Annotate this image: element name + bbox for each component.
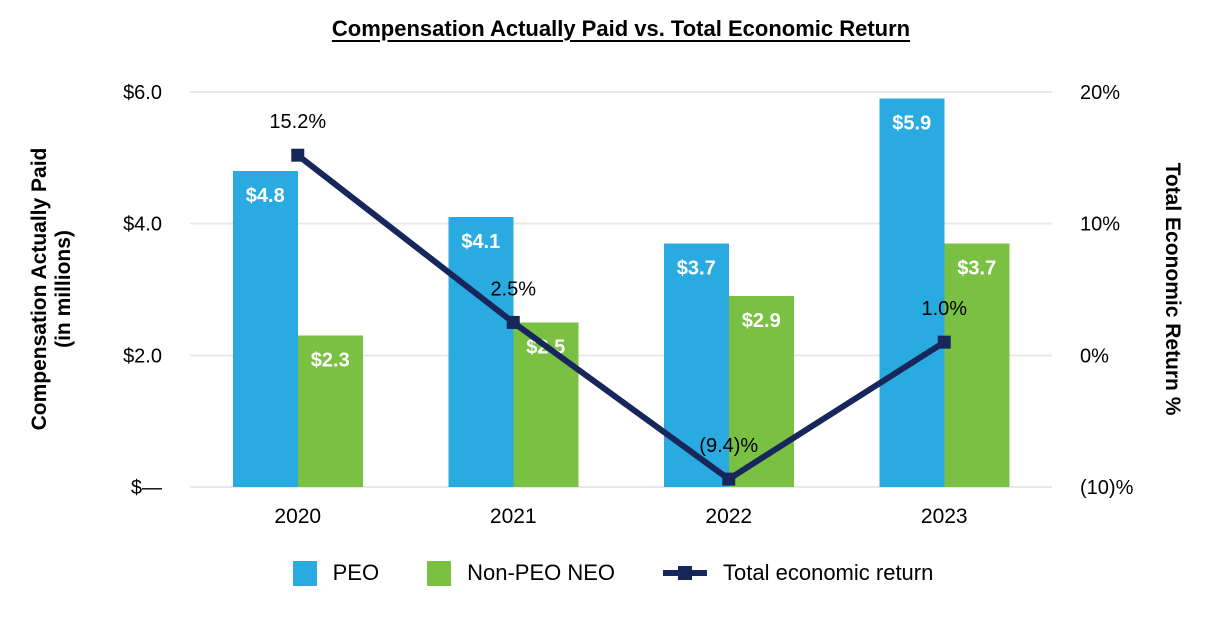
line-marker-2020 (291, 148, 305, 162)
category-label-2020: 2020 (274, 505, 321, 528)
non-peo-neo-swatch (427, 560, 452, 586)
legend: PEO Non-PEO NEO Total economic return (0, 560, 1226, 586)
bar-peo-2023 (879, 98, 945, 487)
bar-value-label: $3.7 (957, 257, 996, 279)
line-point-label: 15.2% (269, 111, 326, 133)
legend-label-total-economic-return: Total economic return (723, 560, 934, 585)
right-axis-tick-label: 10% (1080, 214, 1120, 236)
bar-value-label: $2.3 (311, 350, 350, 372)
legend-label-peo: PEO (332, 560, 380, 585)
legend-item-non-peo-neo: Non-PEO NEO (427, 560, 615, 586)
line-point-label: 1.0% (921, 298, 967, 320)
bar-value-label: $2.9 (742, 310, 781, 332)
line-point-label: 2.5% (490, 278, 536, 300)
legend-item-total-economic-return: Total economic return (663, 560, 933, 586)
right-axis-tick-label: 20% (1080, 82, 1120, 104)
chart-title: Compensation Actually Paid vs. Total Eco… (331, 16, 911, 41)
left-axis-tick-label: $4.0 (123, 214, 162, 236)
bar-value-label: $4.1 (461, 231, 500, 253)
category-label-2023: 2023 (921, 505, 968, 528)
line-marker-2023 (937, 335, 951, 349)
total-economic-return-line (295, 152, 946, 483)
line-point-label: (9.4)% (699, 435, 758, 457)
left-axis-tick-label: $6.0 (123, 82, 162, 104)
bar-value-label: $3.7 (677, 257, 716, 279)
category-label-2021: 2021 (490, 505, 537, 528)
line-swatch (663, 566, 708, 580)
peo-swatch (292, 560, 317, 586)
right-axis-tick-label: 0% (1080, 345, 1109, 367)
bar-peo-2022 (663, 243, 729, 487)
line-marker-2022 (722, 472, 736, 486)
left-axis-tick-label: $2.0 (123, 345, 162, 367)
category-label-2022: 2022 (705, 505, 752, 528)
bar-non-peo-neo-2023 (944, 243, 1010, 487)
bar-peo-2020 (232, 171, 298, 487)
bar-peo-2021 (448, 217, 514, 488)
line-marker-swatch (678, 566, 693, 580)
line-marker-2021 (506, 315, 520, 329)
right-axis-tick-label: (10)% (1080, 477, 1134, 499)
legend-item-peo: PEO (292, 560, 380, 586)
bar-value-label: $4.8 (246, 185, 285, 207)
bar-non-peo-neo-2021 (513, 322, 579, 487)
left-axis-tick-label: $— (131, 477, 162, 499)
legend-label-non-peo-neo: Non-PEO NEO (467, 560, 616, 585)
bar-value-label: $5.9 (892, 113, 931, 135)
bar-non-peo-neo-2020 (297, 335, 363, 487)
